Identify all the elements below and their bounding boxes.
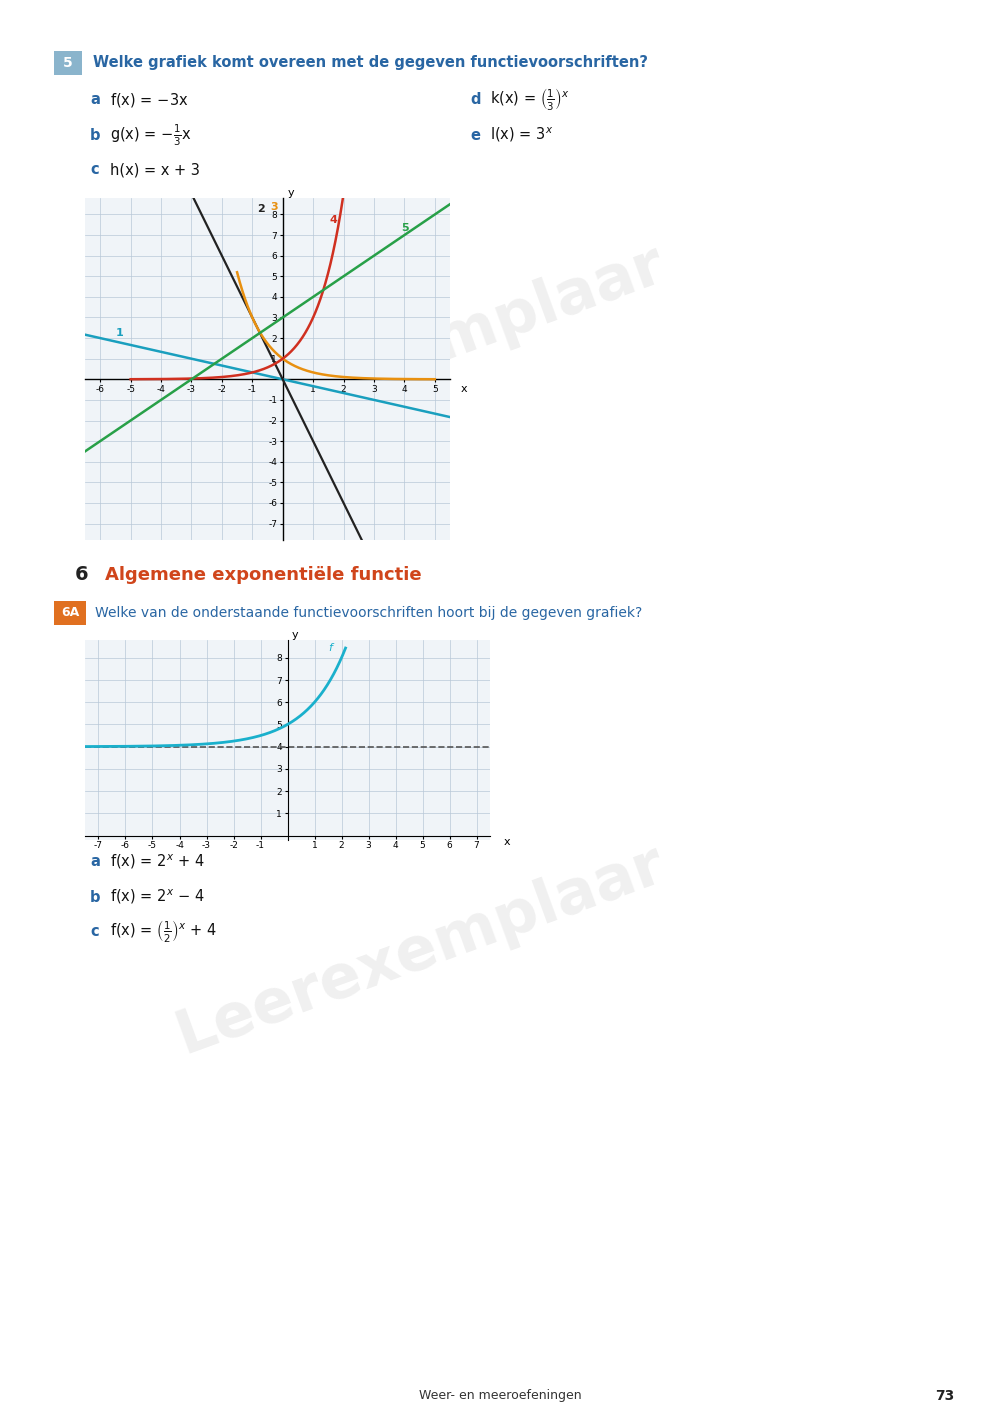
Text: Welke grafiek komt overeen met de gegeven functievoorschriften?: Welke grafiek komt overeen met de gegeve… bbox=[93, 55, 648, 71]
Text: Welke van de onderstaande functievoorschriften hoort bij de gegeven grafiek?: Welke van de onderstaande functievoorsch… bbox=[95, 607, 642, 619]
Text: Weer- en meeroefeningen: Weer- en meeroefeningen bbox=[419, 1389, 581, 1403]
Text: g(x) = $-\frac{1}{3}$x: g(x) = $-\frac{1}{3}$x bbox=[110, 123, 192, 147]
Text: a: a bbox=[90, 854, 100, 870]
Text: c: c bbox=[90, 925, 99, 939]
Text: b: b bbox=[90, 127, 100, 143]
Text: 6A: 6A bbox=[61, 607, 79, 619]
Text: e: e bbox=[470, 127, 480, 143]
Text: 2: 2 bbox=[257, 205, 265, 215]
Text: 5: 5 bbox=[63, 57, 73, 71]
Text: h(x) = x + 3: h(x) = x + 3 bbox=[110, 163, 200, 178]
Text: y: y bbox=[287, 188, 294, 198]
Text: d: d bbox=[470, 92, 480, 107]
Text: x: x bbox=[504, 837, 510, 847]
Text: 4: 4 bbox=[958, 728, 977, 756]
Text: c: c bbox=[90, 163, 99, 178]
Text: 4: 4 bbox=[330, 215, 338, 225]
Text: y: y bbox=[292, 629, 298, 639]
Text: f(x) = $\left(\frac{1}{2}\right)^x$ + 4: f(x) = $\left(\frac{1}{2}\right)^x$ + 4 bbox=[110, 919, 217, 945]
FancyBboxPatch shape bbox=[54, 601, 86, 625]
Text: 3: 3 bbox=[271, 202, 278, 212]
Text: 1: 1 bbox=[115, 328, 123, 338]
Text: a: a bbox=[90, 92, 100, 107]
Text: b: b bbox=[90, 889, 100, 905]
Text: Algemene exponentiële functie: Algemene exponentiële functie bbox=[105, 566, 422, 584]
Text: 6: 6 bbox=[75, 566, 89, 584]
Text: f(x) = $2^x$ + 4: f(x) = $2^x$ + 4 bbox=[110, 853, 205, 871]
Text: f(x) = $-$3x: f(x) = $-$3x bbox=[110, 90, 188, 109]
Text: l(x) = $3^x$: l(x) = $3^x$ bbox=[490, 126, 553, 144]
Text: Leerexemplaar: Leerexemplaar bbox=[168, 834, 672, 1066]
Text: f: f bbox=[328, 643, 332, 653]
Text: x: x bbox=[461, 383, 467, 393]
Text: 5: 5 bbox=[401, 223, 409, 233]
Text: Leerexemplaar: Leerexemplaar bbox=[168, 235, 672, 465]
FancyBboxPatch shape bbox=[54, 51, 82, 75]
Text: k(x) = $\left(\frac{1}{3}\right)^x$: k(x) = $\left(\frac{1}{3}\right)^x$ bbox=[490, 88, 570, 113]
Text: 73: 73 bbox=[935, 1389, 955, 1403]
Text: f(x) = $2^x$ $-$ 4: f(x) = $2^x$ $-$ 4 bbox=[110, 888, 205, 906]
